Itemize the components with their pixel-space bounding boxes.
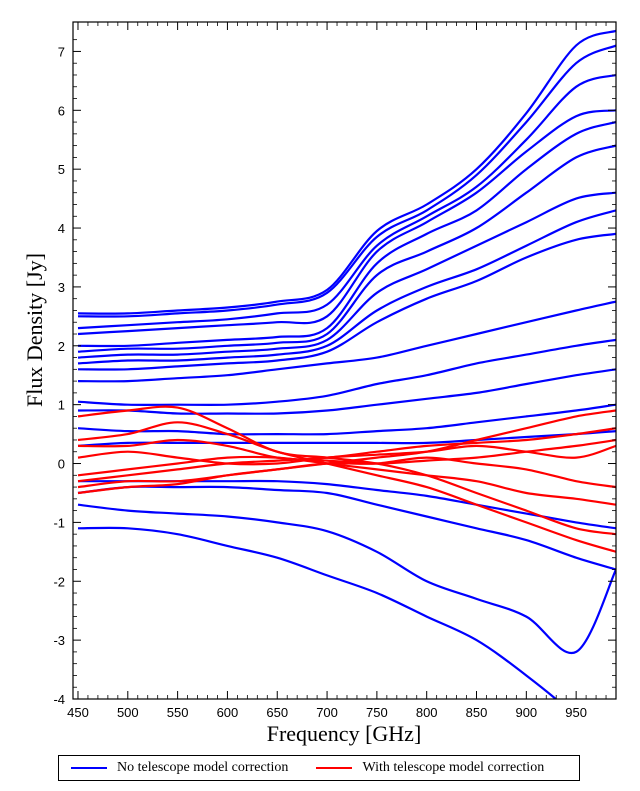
x-tick-label: 600 bbox=[217, 705, 239, 720]
plot-lines bbox=[77, 29, 616, 699]
series-line bbox=[77, 121, 616, 348]
y-tick-label: 5 bbox=[58, 162, 65, 177]
series-line bbox=[77, 232, 616, 371]
legend-item-no-correction: No telescope model correction bbox=[71, 760, 288, 776]
y-tick-label: -4 bbox=[53, 692, 65, 707]
legend-swatch-red bbox=[316, 766, 353, 770]
y-tick-label: 7 bbox=[58, 44, 65, 59]
series-no-correction bbox=[77, 29, 616, 699]
series-line bbox=[77, 403, 616, 436]
x-tick-label: 800 bbox=[416, 705, 438, 720]
y-tick-label: 2 bbox=[58, 339, 65, 354]
legend-swatch-blue bbox=[71, 766, 107, 770]
x-tick-label: 750 bbox=[366, 705, 388, 720]
series-line bbox=[77, 338, 616, 406]
y-tick-label: 1 bbox=[58, 398, 65, 413]
series-line bbox=[77, 421, 616, 553]
y-tick-label: 4 bbox=[58, 221, 65, 236]
x-tick-label: 850 bbox=[466, 705, 488, 720]
legend-item-with-correction: With telescope model correction bbox=[316, 760, 544, 776]
plot-frame bbox=[72, 21, 617, 700]
x-tick-label: 650 bbox=[266, 705, 288, 720]
series-line bbox=[77, 405, 616, 536]
y-tick-label: 6 bbox=[58, 103, 65, 118]
series-line bbox=[77, 73, 616, 330]
series-line bbox=[77, 368, 616, 415]
series-line bbox=[77, 300, 616, 383]
y-tick-label: -2 bbox=[53, 574, 65, 589]
series-line bbox=[77, 29, 616, 315]
legend-label: No telescope model correction bbox=[117, 760, 289, 775]
x-tick-label: 500 bbox=[117, 705, 139, 720]
series-with-correction bbox=[77, 405, 616, 553]
x-axis: 450 500 550 600 650 700 750 800 850 900 950 bbox=[67, 22, 607, 720]
x-tick-label: 900 bbox=[515, 705, 537, 720]
legend-label: With telescope model correction bbox=[362, 760, 545, 775]
chart: 450 500 550 600 650 700 750 800 850 900 950 -4-3-2… bbox=[22, 21, 617, 746]
y-axis-label: Flux Density [Jy] bbox=[22, 253, 47, 407]
series-line bbox=[77, 526, 558, 699]
series-line bbox=[77, 485, 616, 571]
x-axis-label: Frequency [GHz] bbox=[267, 721, 422, 746]
x-tick-label: 700 bbox=[316, 705, 338, 720]
series-line bbox=[77, 503, 616, 655]
y-tick-label: -1 bbox=[53, 515, 65, 530]
y-tick-label: -3 bbox=[53, 633, 65, 648]
series-line bbox=[77, 109, 616, 336]
series-line bbox=[77, 144, 616, 353]
series-line bbox=[77, 427, 616, 483]
series-line bbox=[77, 430, 616, 447]
x-tick-label: 550 bbox=[167, 705, 189, 720]
series-line bbox=[77, 456, 616, 489]
y-axis: -4 -3 -2 -1 0 1 2 3 4 5 6 7 bbox=[53, 39, 616, 707]
y-tick-label: 3 bbox=[58, 280, 65, 295]
series-line bbox=[77, 209, 616, 365]
series-line bbox=[77, 455, 616, 506]
y-tick-label: 0 bbox=[58, 457, 65, 472]
series-line bbox=[77, 191, 616, 359]
series-line bbox=[77, 44, 616, 318]
legend: No telescope model correction With teles… bbox=[58, 755, 580, 781]
x-tick-label: 450 bbox=[67, 705, 89, 720]
x-tick-label: 950 bbox=[565, 705, 587, 720]
series-line bbox=[78, 479, 616, 530]
